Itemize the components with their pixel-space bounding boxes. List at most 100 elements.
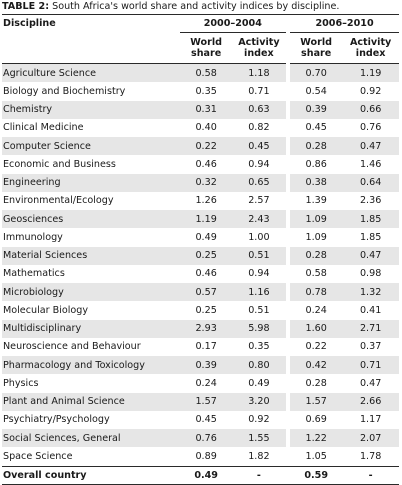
row-world-share-1: 0.17 [195,341,217,353]
row-activity-index-1: 2.57 [248,195,270,207]
row-world-share-1: 0.24 [195,377,217,389]
row-discipline: Social Sciences, General [2,429,181,448]
row-activity-index-2: 0.47 [359,377,382,389]
row-activity-index-1: 0.51 [248,304,270,316]
row-activity-index-2: 0.98 [359,268,382,280]
row-world-share-1: 0.32 [180,173,233,192]
row-activity-index-2: 2.07 [342,429,399,448]
row-discipline: Psychiatry/Psychology [3,414,110,426]
discipline-table: Discipline 2000–2004 2006–2010 World sha… [2,14,399,485]
row-discipline: Computer Science [2,137,181,156]
header-activity-index-1: Activity index [232,32,286,64]
row-world-share-1: 0.22 [180,137,233,156]
row-world-share-1: 0.76 [180,429,233,448]
overall-row: Overall country 0.49 - 0.59 - [2,465,399,485]
row-world-share-2: 0.39 [290,100,343,119]
table-row: Computer Science 0.22 0.45 0.28 0.47 [2,137,399,156]
row-world-share-2: 0.38 [290,173,343,192]
header-discipline: Discipline [2,14,181,33]
row-discipline: Microbiology [2,283,181,302]
row-world-share-1: 2.93 [180,319,233,338]
row-activity-index-2: 1.78 [359,450,382,462]
row-activity-index-1: 0.82 [248,122,270,134]
table-row: Space Science 0.89 1.82 1.05 1.78 [2,447,399,466]
overall-activity-index-1: - [232,465,286,485]
row-discipline: Geosciences [2,210,181,229]
table-row: Environmental/Ecology 1.26 2.57 1.39 2.36 [2,192,399,210]
header-world-share-2: World share [290,32,343,64]
row-world-share-2: 0.78 [290,283,343,302]
row-activity-index-2: 0.47 [342,246,399,265]
table-row: Chemistry 0.31 0.63 0.39 0.66 [2,100,399,119]
row-discipline: Physics [3,377,39,389]
table-row: Biology and Biochemistry 0.35 0.71 0.54 0.92 [2,82,399,100]
row-activity-index-2: 0.41 [359,304,382,316]
row-world-share-2: 0.70 [290,63,343,83]
row-world-share-1: 0.57 [180,283,233,302]
row-discipline: Neuroscience and Behaviour [3,341,141,353]
row-activity-index-2: 1.19 [342,63,399,83]
row-world-share-2: 0.28 [290,137,343,156]
row-world-share-1: 0.35 [195,85,217,97]
row-activity-index-1: 0.71 [248,85,270,97]
row-activity-index-2: 0.92 [359,85,382,97]
row-activity-index-1: 2.43 [232,210,286,229]
row-discipline: Agriculture Science [2,63,181,83]
row-activity-index-1: 0.63 [232,100,286,119]
header-period-2000-2004: 2000–2004 [180,14,286,33]
table-row: Material Sciences 0.25 0.51 0.28 0.47 [2,246,399,265]
row-world-share-2: 1.09 [305,231,327,243]
table-row: Geosciences 1.19 2.43 1.09 1.85 [2,210,399,229]
overall-activity-index-2: - [342,465,399,485]
row-activity-index-1: 0.65 [232,173,286,192]
row-world-share-2: 0.22 [305,341,327,353]
row-activity-index-2: 1.17 [359,414,382,426]
overall-label: Overall country [2,465,181,485]
row-discipline: Mathematics [3,268,65,280]
table-row: Clinical Medicine 0.40 0.82 0.45 0.76 [2,119,399,137]
table-body: Agriculture Science 0.58 1.18 0.70 1.19 Biolo… [2,63,399,467]
row-world-share-2: 0.58 [305,268,327,280]
row-world-share-2: 0.86 [305,158,327,170]
row-activity-index-1: 1.55 [232,429,286,448]
header-activity-index-2: Activity index [342,32,399,64]
row-activity-index-1: 0.35 [248,341,270,353]
header-period-2006-2010: 2006–2010 [290,14,399,33]
row-world-share-2: 0.28 [305,377,327,389]
row-world-share-2: 1.60 [290,319,343,338]
row-activity-index-2: 0.71 [342,356,399,375]
row-discipline: Chemistry [2,100,181,119]
row-world-share-2: 1.22 [290,429,343,448]
row-activity-index-2: 0.66 [342,100,399,119]
row-activity-index-1: 0.51 [232,246,286,265]
row-world-share-1: 1.57 [180,392,233,411]
row-activity-index-1: 0.94 [248,158,270,170]
row-world-share-1: 0.89 [195,450,217,462]
row-activity-index-2: 1.85 [342,210,399,229]
table-row: Pharmacology and Toxicology 0.39 0.80 0.42 0… [2,356,399,375]
row-discipline: Material Sciences [2,246,181,265]
row-discipline: Biology and Biochemistry [3,85,126,97]
row-world-share-1: 1.19 [180,210,233,229]
row-activity-index-2: 0.37 [359,341,382,353]
row-discipline: Environmental/Ecology [3,195,114,207]
row-world-share-2: 0.54 [305,85,327,97]
row-activity-index-2: 0.76 [359,122,382,134]
overall-world-share-2: 0.59 [290,465,343,485]
row-world-share-2: 0.28 [290,246,343,265]
row-activity-index-1: 1.82 [248,450,270,462]
overall-world-share-1: 0.49 [180,465,233,485]
row-activity-index-2: 1.85 [359,231,382,243]
table-row: Physics 0.24 0.49 0.28 0.47 [2,374,399,392]
table-row: Psychiatry/Psychology 0.45 0.92 0.69 1.17 [2,411,399,429]
row-activity-index-2: 0.64 [342,173,399,192]
row-world-share-2: 1.39 [305,195,327,207]
row-activity-index-2: 1.32 [342,283,399,302]
table-row: Plant and Animal Science 1.57 3.20 1.57 2.66 [2,392,399,411]
table-row: Engineering 0.32 0.65 0.38 0.64 [2,173,399,192]
row-world-share-1: 0.25 [195,304,217,316]
table-row: Neuroscience and Behaviour 0.17 0.35 0.22 0.… [2,338,399,356]
row-world-share-1: 0.31 [180,100,233,119]
row-discipline: Space Science [3,450,73,462]
row-discipline: Molecular Biology [3,304,89,316]
